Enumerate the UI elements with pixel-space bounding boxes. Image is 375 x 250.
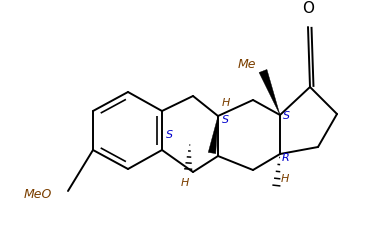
Text: S: S: [222, 114, 229, 124]
Polygon shape: [208, 116, 218, 154]
Polygon shape: [259, 70, 280, 116]
Text: R: R: [282, 152, 290, 162]
Text: H: H: [181, 177, 189, 187]
Text: O: O: [302, 1, 314, 16]
Text: Me: Me: [237, 58, 256, 71]
Text: S: S: [283, 110, 290, 120]
Text: MeO: MeO: [24, 188, 52, 201]
Text: H: H: [281, 173, 290, 183]
Text: S: S: [166, 130, 173, 140]
Text: H: H: [222, 98, 230, 108]
